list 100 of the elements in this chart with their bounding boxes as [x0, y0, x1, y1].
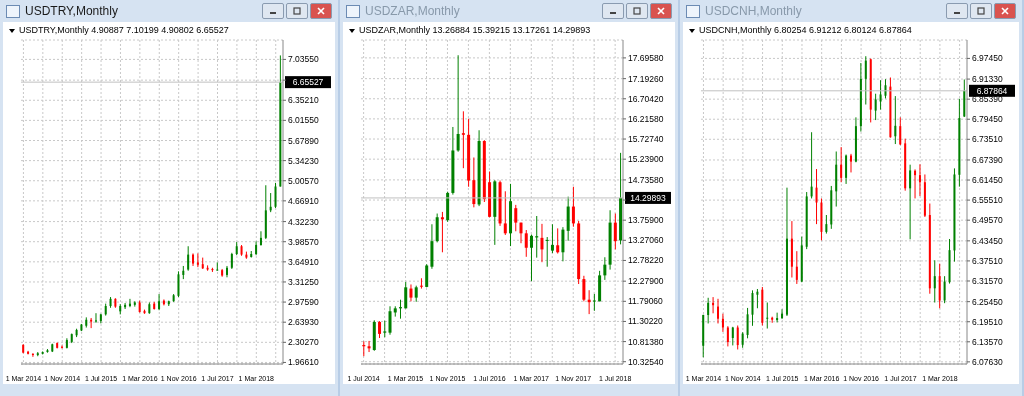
- candlestick: [456, 54, 460, 153]
- candlestick: [556, 227, 560, 255]
- candlestick: [943, 275, 946, 304]
- y-tick-label: 6.67390: [972, 154, 1003, 165]
- y-tick-label: 6.07630: [972, 356, 1003, 367]
- candlestick: [795, 250, 798, 285]
- candlestick: [259, 230, 262, 247]
- y-tick-label: 5.67890: [288, 135, 319, 146]
- candlestick: [367, 340, 371, 353]
- y-tick-label: 6.85390: [972, 94, 1003, 105]
- y-tick-label: 6.91330: [972, 74, 1003, 85]
- candlestick: [717, 298, 720, 324]
- candlestick: [909, 164, 912, 240]
- candlestick: [90, 317, 93, 329]
- candlestick: [196, 252, 199, 268]
- candlestick: [524, 229, 528, 258]
- y-tick-label: 6.25450: [972, 296, 1003, 307]
- candlestick: [918, 163, 921, 197]
- y-tick-label: 6.13570: [972, 336, 1003, 347]
- candlestick: [404, 281, 408, 309]
- candlestick: [756, 288, 759, 309]
- candlestick: [592, 293, 596, 312]
- candlestick: [776, 312, 779, 323]
- y-tick-label: 2.97590: [288, 297, 319, 308]
- y-tick-label: 3.64910: [288, 256, 319, 267]
- candlestick: [613, 213, 617, 250]
- candlestick: [440, 211, 444, 253]
- candlestick: [751, 289, 754, 327]
- y-tick-label: 6.55510: [972, 195, 1003, 206]
- ref-line-label: 6.65527: [292, 77, 324, 88]
- y-tick-label: 5.00570: [288, 175, 319, 186]
- chart-title: USDTRY,Monthly: [25, 4, 119, 18]
- candlestick: [419, 277, 423, 290]
- candlestick: [561, 226, 565, 262]
- y-tick-label: 6.31570: [972, 276, 1003, 287]
- chart-subtitle: USDCNH,Monthly 6.80254 6.91212 6.80124 6.87864: [698, 25, 912, 35]
- y-tick-label: 10.81380: [628, 336, 664, 347]
- candlestick: [731, 326, 734, 346]
- y-tick-label: 11.79060: [628, 296, 664, 307]
- candlestick: [540, 223, 544, 263]
- y-tick-label: 6.19510: [972, 316, 1003, 327]
- candlestick: [94, 312, 97, 324]
- candlestick: [514, 204, 518, 232]
- candlestick: [815, 168, 818, 225]
- y-tick-label: 16.70420: [628, 93, 664, 104]
- candlestick: [225, 265, 228, 278]
- y-tick-label: 3.98570: [288, 236, 319, 247]
- y-tick-label: 10.32540: [628, 356, 664, 367]
- candlestick: [529, 234, 533, 282]
- y-tick-label: 11.30220: [628, 316, 664, 327]
- y-tick-label: 6.97450: [972, 53, 1003, 64]
- candlestick: [726, 325, 729, 347]
- candlestick: [158, 293, 161, 311]
- candlestick: [274, 182, 277, 209]
- chart-subtitle: USDTRY,Monthly 4.90887 7.10199 4.90802 6.65527: [18, 25, 229, 35]
- y-tick-label: 13.75900: [628, 215, 664, 226]
- y-tick-label: 12.78220: [628, 255, 664, 266]
- y-tick-label: 6.61450: [972, 175, 1003, 186]
- y-tick-label: 6.49570: [972, 215, 1003, 226]
- candlestick: [472, 156, 476, 208]
- candlestick: [461, 110, 465, 169]
- candlestick: [177, 270, 180, 298]
- candlestick: [879, 79, 882, 111]
- candlestick: [933, 259, 936, 304]
- chart-title: USDZAR,Monthly: [365, 4, 461, 18]
- y-tick-label: 3.31250: [288, 276, 319, 287]
- candlestick: [845, 154, 848, 185]
- candlestick: [216, 261, 219, 272]
- candlestick: [435, 213, 439, 243]
- candlestick: [894, 95, 897, 145]
- y-tick-label: 2.63930: [288, 317, 319, 328]
- chart-title: USDCNH,Monthly: [705, 4, 803, 18]
- candlestick: [187, 245, 190, 272]
- candlestick: [864, 55, 867, 106]
- ref-line-label: 6.87864: [976, 85, 1008, 96]
- y-tick-label: 1.96610: [288, 357, 319, 368]
- y-tick-label: 15.23900: [628, 154, 664, 165]
- y-tick-label: 15.72740: [628, 134, 664, 145]
- candlestick: [840, 146, 843, 183]
- y-tick-label: 2.30270: [288, 337, 319, 348]
- candlestick: [503, 190, 507, 236]
- candlestick: [721, 313, 724, 333]
- candlestick: [825, 214, 828, 235]
- candlestick: [766, 302, 769, 330]
- y-tick-label: 14.73580: [628, 174, 664, 185]
- y-tick-label: 6.73510: [972, 134, 1003, 145]
- y-tick-label: 6.35210: [288, 95, 319, 106]
- y-tick-label: 13.27060: [628, 235, 664, 246]
- candlestick: [409, 283, 413, 302]
- y-tick-label: 5.34230: [288, 155, 319, 166]
- candlestick: [388, 305, 392, 336]
- ref-line-label: 14.29893: [630, 192, 666, 203]
- candlestick: [603, 256, 607, 281]
- candlestick: [899, 116, 902, 146]
- candlestick: [736, 324, 739, 350]
- y-tick-label: 7.03550: [288, 54, 319, 65]
- candlestick: [707, 297, 710, 324]
- y-tick-label: 6.37510: [972, 255, 1003, 266]
- candlestick: [545, 236, 549, 268]
- candlestick: [746, 307, 749, 339]
